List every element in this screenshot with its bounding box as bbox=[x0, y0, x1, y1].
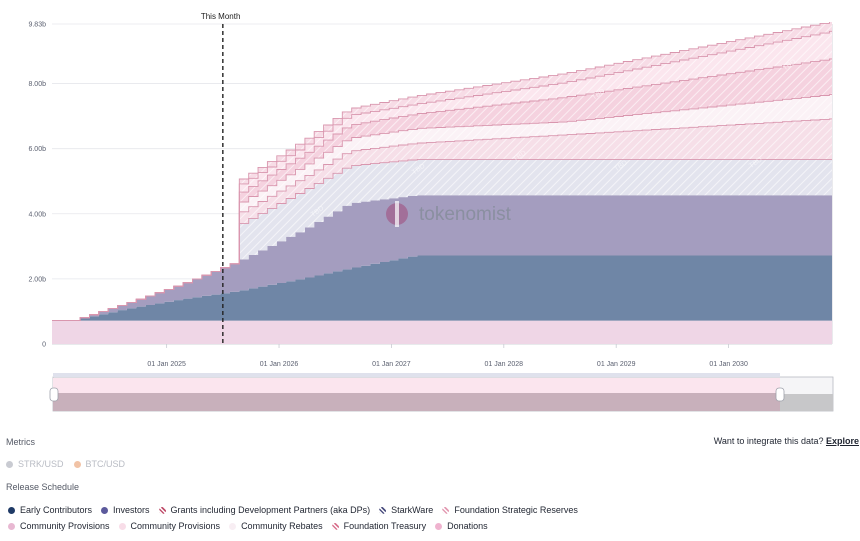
legend-item[interactable]: Early Contributors bbox=[8, 505, 92, 515]
legend-swatch bbox=[229, 522, 237, 530]
y-tick-label: 9.83b bbox=[28, 22, 46, 29]
release-schedule-label: Release Schedule bbox=[6, 482, 80, 492]
y-tick-label: 0 bbox=[42, 342, 46, 349]
x-tick-label: 01 Jan 2027 bbox=[372, 361, 411, 368]
metric-dot bbox=[73, 460, 81, 468]
legend-swatch bbox=[118, 522, 126, 530]
series-hatch bbox=[52, 94, 832, 321]
legend-label: Foundation Treasury bbox=[343, 521, 427, 531]
metric-toggle[interactable]: STRK/USD bbox=[6, 459, 64, 469]
metric-label: BTC/USD bbox=[85, 459, 126, 469]
tokenomist-watermark: tokenomist bbox=[386, 201, 512, 227]
legend-item[interactable]: Grants including Development Partners (a… bbox=[158, 505, 371, 515]
range-navigator[interactable] bbox=[49, 373, 834, 412]
series-area bbox=[52, 195, 832, 321]
x-tick-label: 01 Jan 2026 bbox=[260, 361, 299, 368]
legend-swatch bbox=[158, 506, 166, 514]
metric-toggles: STRK/USD BTC/USD bbox=[6, 459, 125, 469]
x-tick-label: 01 Jan 2029 bbox=[597, 361, 636, 368]
metric-toggle[interactable]: BTC/USD bbox=[73, 459, 126, 469]
metrics-label: Metrics bbox=[6, 437, 35, 447]
legend-item[interactable]: Community Rebates bbox=[229, 521, 323, 531]
series-outline bbox=[52, 22, 832, 322]
legend-label: Donations bbox=[447, 521, 488, 531]
legend-label: StarkWare bbox=[391, 505, 434, 515]
x-tick-label: 01 Jan 2025 bbox=[147, 361, 186, 368]
series-hatch bbox=[52, 58, 832, 321]
legend-swatch bbox=[331, 522, 339, 530]
legend-row-1: Early Contributors Investors Grants includ… bbox=[8, 505, 578, 515]
series-area bbox=[52, 255, 832, 321]
series-hatch bbox=[52, 159, 832, 321]
legend-item[interactable]: Foundation Strategic Reserves bbox=[442, 505, 578, 515]
y-tick-label: 8.00b bbox=[28, 81, 46, 88]
legend-label: Grants including Development Partners (a… bbox=[170, 505, 371, 515]
this-month-label: This Month bbox=[201, 12, 241, 21]
metric-dot bbox=[6, 460, 13, 468]
legend-item[interactable]: Donations bbox=[435, 521, 488, 531]
explore-link[interactable]: Explore bbox=[825, 436, 859, 446]
legend-row-2: Community Provisions Community Provisions… bbox=[8, 521, 488, 531]
legend-item[interactable]: Community Provisions bbox=[8, 521, 110, 531]
legend-label: Community Provisions bbox=[130, 521, 221, 531]
range-handle-right[interactable] bbox=[775, 387, 785, 402]
y-tick-label: 4.00b bbox=[28, 211, 46, 218]
legend-swatch bbox=[8, 506, 15, 514]
x-tick-label: 01 Jan 2030 bbox=[709, 361, 748, 368]
metric-label: STRK/USD bbox=[18, 459, 64, 469]
legend-label: Community Provisions bbox=[20, 521, 110, 531]
legend-label: Investors bbox=[113, 505, 150, 515]
legend-label: Early Contributors bbox=[20, 505, 93, 515]
integrate-text: Want to integrate this data? bbox=[713, 436, 824, 446]
integrate-prompt: Want to integrate this data? Explore bbox=[714, 436, 859, 446]
legend-swatch bbox=[379, 506, 387, 514]
legend-item[interactable]: StarkWare bbox=[379, 505, 433, 515]
watermark-text: tokenomist bbox=[419, 204, 512, 225]
y-tick-label: 6.00b bbox=[28, 146, 46, 153]
y-tick-label: 2.00b bbox=[28, 276, 46, 283]
legend-swatch bbox=[435, 522, 443, 530]
legend-label: Foundation Strategic Reserves bbox=[454, 505, 578, 515]
range-handle-left[interactable] bbox=[49, 387, 59, 402]
legend-swatch bbox=[101, 506, 109, 514]
legend-item[interactable]: Investors bbox=[101, 505, 150, 515]
legend-label: Community Rebates bbox=[241, 521, 323, 531]
legend-item[interactable]: Foundation Treasury bbox=[331, 521, 427, 531]
series-hatch bbox=[52, 31, 832, 321]
series-area bbox=[52, 320, 832, 344]
legend-swatch bbox=[8, 522, 15, 530]
x-tick-label: 01 Jan 2028 bbox=[485, 361, 524, 368]
legend-swatch bbox=[442, 506, 450, 514]
legend-item[interactable]: Community Provisions bbox=[118, 521, 221, 531]
